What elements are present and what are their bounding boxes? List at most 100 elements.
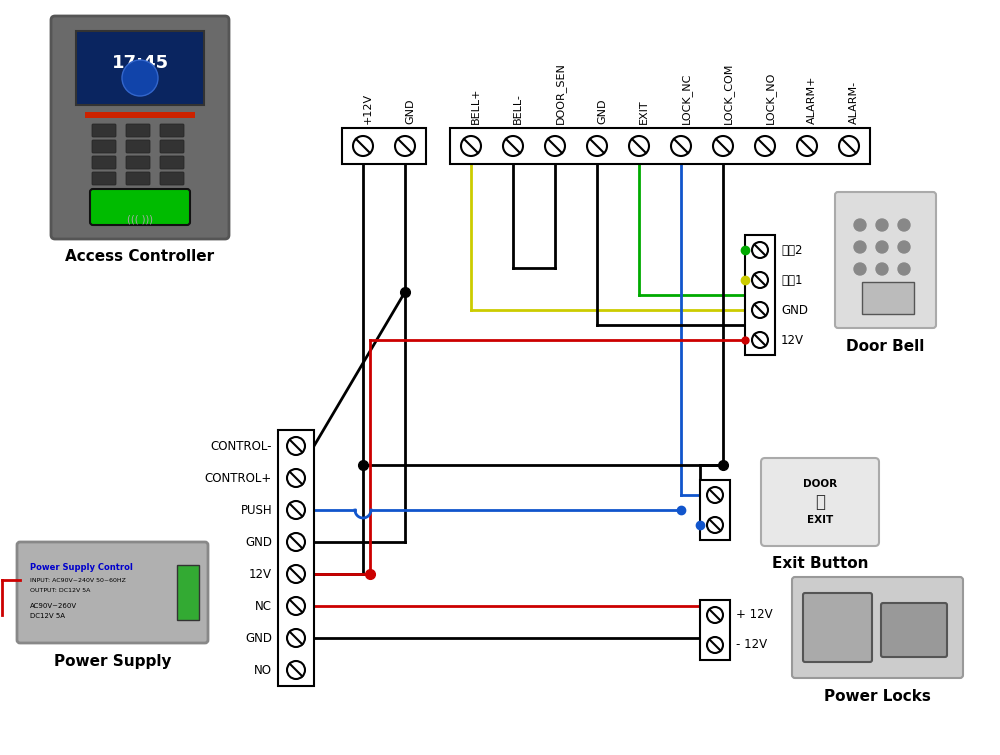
FancyBboxPatch shape xyxy=(745,235,775,355)
Text: 信号2: 信号2 xyxy=(781,244,802,257)
Text: DOOR_SEN: DOOR_SEN xyxy=(555,62,566,124)
Text: Power Supply: Power Supply xyxy=(54,654,171,669)
Circle shape xyxy=(854,241,866,253)
Circle shape xyxy=(707,487,723,503)
Text: OUTPUT: DC12V 5A: OUTPUT: DC12V 5A xyxy=(30,588,90,593)
Circle shape xyxy=(287,533,305,551)
Text: LOCK_NC: LOCK_NC xyxy=(681,72,692,124)
Text: PUSH: PUSH xyxy=(240,504,272,516)
FancyBboxPatch shape xyxy=(881,603,947,657)
Circle shape xyxy=(629,136,649,156)
Circle shape xyxy=(707,517,723,533)
Circle shape xyxy=(587,136,607,156)
Circle shape xyxy=(876,263,888,275)
FancyBboxPatch shape xyxy=(342,128,426,164)
Circle shape xyxy=(707,607,723,623)
Circle shape xyxy=(503,136,523,156)
Text: + 12V: + 12V xyxy=(736,609,773,621)
Text: CONTROL+: CONTROL+ xyxy=(205,472,272,485)
Text: +12V: +12V xyxy=(363,93,373,124)
FancyBboxPatch shape xyxy=(761,458,879,546)
Text: GND: GND xyxy=(245,631,272,645)
FancyBboxPatch shape xyxy=(160,172,184,185)
Text: Door Bell: Door Bell xyxy=(846,339,925,354)
Circle shape xyxy=(876,241,888,253)
Text: 12V: 12V xyxy=(249,568,272,581)
FancyBboxPatch shape xyxy=(700,480,730,540)
Text: EXIT: EXIT xyxy=(807,515,833,525)
FancyBboxPatch shape xyxy=(92,124,116,137)
Circle shape xyxy=(707,637,723,653)
Circle shape xyxy=(287,437,305,455)
Text: Power Locks: Power Locks xyxy=(824,689,931,704)
FancyBboxPatch shape xyxy=(862,282,914,314)
Text: GND: GND xyxy=(245,535,272,548)
Text: GND: GND xyxy=(405,98,415,124)
Text: GND: GND xyxy=(781,304,808,316)
Text: Exit Button: Exit Button xyxy=(772,556,868,571)
FancyBboxPatch shape xyxy=(160,124,184,137)
Circle shape xyxy=(752,272,768,288)
Text: LOCK_NO: LOCK_NO xyxy=(765,72,776,124)
Text: DOOR: DOOR xyxy=(803,479,837,489)
Text: INPUT: AC90V~240V 50~60HZ: INPUT: AC90V~240V 50~60HZ xyxy=(30,578,126,583)
FancyBboxPatch shape xyxy=(126,156,150,169)
Circle shape xyxy=(898,219,910,231)
Circle shape xyxy=(854,263,866,275)
FancyBboxPatch shape xyxy=(177,565,199,620)
Text: ⚿: ⚿ xyxy=(815,493,825,511)
Text: NO: NO xyxy=(254,664,272,676)
FancyBboxPatch shape xyxy=(17,542,208,643)
FancyBboxPatch shape xyxy=(126,172,150,185)
Text: LOCK_COM: LOCK_COM xyxy=(723,63,734,124)
Text: 信号1: 信号1 xyxy=(781,273,802,286)
Circle shape xyxy=(671,136,691,156)
FancyBboxPatch shape xyxy=(92,172,116,185)
FancyBboxPatch shape xyxy=(835,192,936,328)
Circle shape xyxy=(752,332,768,348)
Text: 17:45: 17:45 xyxy=(111,54,169,72)
Circle shape xyxy=(287,661,305,679)
Text: - 12V: - 12V xyxy=(736,639,767,652)
FancyBboxPatch shape xyxy=(160,140,184,153)
Circle shape xyxy=(287,629,305,647)
Circle shape xyxy=(839,136,859,156)
FancyBboxPatch shape xyxy=(278,430,314,686)
Circle shape xyxy=(353,136,373,156)
Circle shape xyxy=(122,60,158,96)
FancyBboxPatch shape xyxy=(450,128,870,164)
FancyBboxPatch shape xyxy=(92,156,116,169)
Circle shape xyxy=(713,136,733,156)
Circle shape xyxy=(287,501,305,519)
Text: Access Controller: Access Controller xyxy=(65,249,215,264)
Text: CONTROL-: CONTROL- xyxy=(210,439,272,452)
Circle shape xyxy=(545,136,565,156)
FancyBboxPatch shape xyxy=(792,577,963,678)
Circle shape xyxy=(898,263,910,275)
Text: AC90V~260V: AC90V~260V xyxy=(30,603,77,609)
FancyBboxPatch shape xyxy=(85,112,195,118)
FancyBboxPatch shape xyxy=(700,600,730,660)
Text: EXIT: EXIT xyxy=(639,100,649,124)
Text: Power Supply Control: Power Supply Control xyxy=(30,563,133,572)
FancyBboxPatch shape xyxy=(51,16,229,239)
FancyBboxPatch shape xyxy=(90,189,190,225)
Text: NC: NC xyxy=(255,599,272,612)
FancyBboxPatch shape xyxy=(803,593,872,662)
Circle shape xyxy=(395,136,415,156)
Circle shape xyxy=(461,136,481,156)
FancyBboxPatch shape xyxy=(160,156,184,169)
Text: GND: GND xyxy=(597,98,607,124)
FancyBboxPatch shape xyxy=(126,124,150,137)
Circle shape xyxy=(797,136,817,156)
Text: ALARM+: ALARM+ xyxy=(807,76,817,124)
Circle shape xyxy=(898,241,910,253)
Circle shape xyxy=(287,565,305,583)
Text: 12V: 12V xyxy=(781,334,804,347)
Circle shape xyxy=(287,469,305,487)
FancyBboxPatch shape xyxy=(126,140,150,153)
Circle shape xyxy=(854,219,866,231)
Circle shape xyxy=(287,597,305,615)
Text: BELL-: BELL- xyxy=(513,93,523,124)
FancyBboxPatch shape xyxy=(76,31,204,105)
